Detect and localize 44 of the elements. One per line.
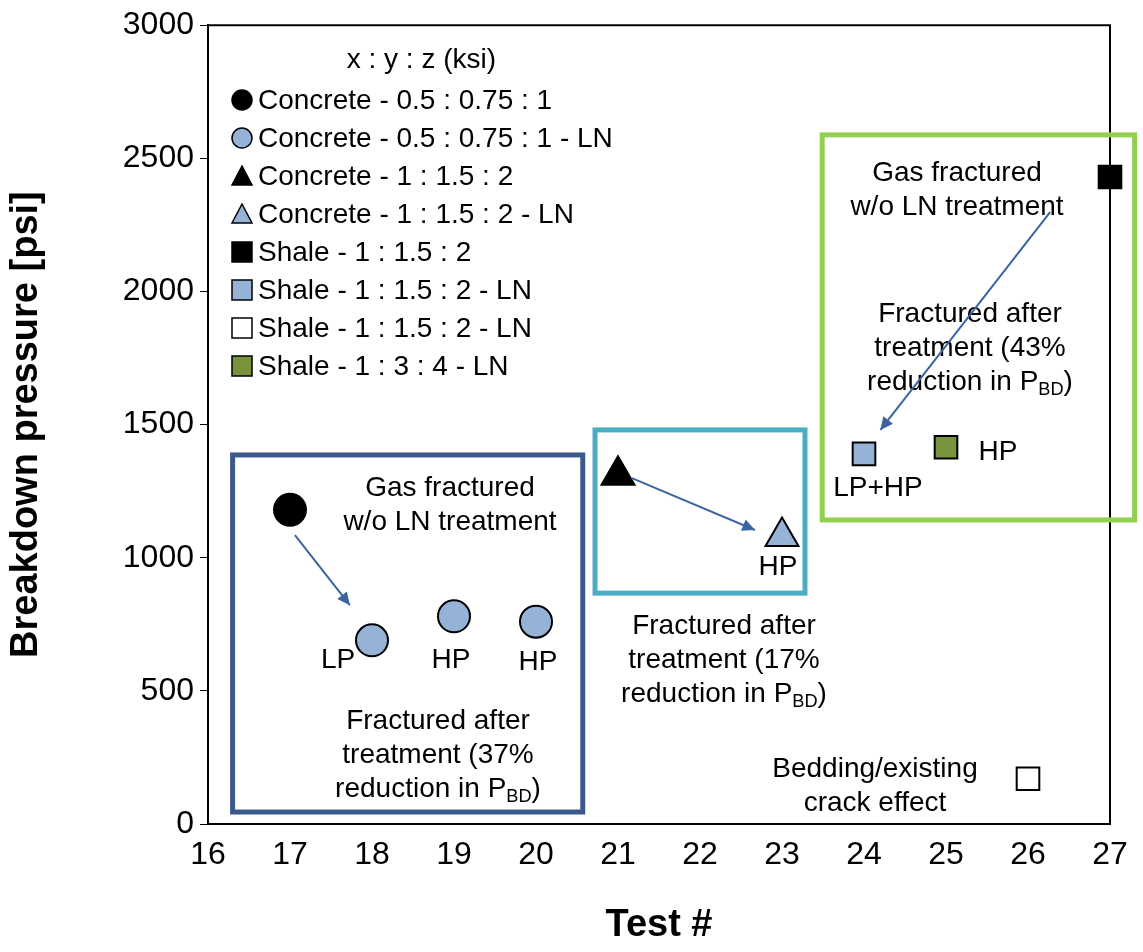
annotation: LP [320, 642, 356, 674]
y-tick-label: 3000 [122, 5, 194, 42]
annotation: HP [518, 645, 558, 677]
legend-label: Shale - 1 : 1.5 : 2 - LN [258, 312, 532, 345]
y-axis-title: Breakdown pressure [psi] [3, 191, 46, 658]
legend-label: Concrete - 0.5 : 0.75 : 1 - LN [258, 122, 613, 155]
point [355, 623, 389, 658]
point [933, 434, 959, 460]
y-tick-label: 500 [140, 670, 194, 707]
legend-label: Shale - 1 : 3 : 4 - LN [258, 350, 509, 383]
point [851, 441, 877, 467]
point [519, 604, 553, 639]
x-tick-label: 27 [1092, 835, 1128, 872]
y-tick-label: 1000 [122, 537, 194, 574]
x-tick-label: 21 [600, 835, 636, 872]
x-tick-label: 18 [354, 835, 390, 872]
legend-label: Shale - 1 : 1.5 : 2 [258, 236, 472, 269]
annotation: Gas fractured w/o LN treatment [342, 470, 557, 536]
legend-label: Shale - 1 : 1.5 : 2 - LN [258, 274, 532, 307]
legend-title: x : y : z (ksi) [345, 43, 498, 76]
point [273, 492, 307, 527]
annotation: HP [431, 643, 471, 675]
annotation: HP [978, 434, 1018, 466]
y-tick-label: 2000 [122, 271, 194, 308]
y-tick-label: 1500 [122, 404, 194, 441]
x-tick-label: 20 [518, 835, 554, 872]
annotation: HP [758, 550, 798, 582]
annotation: Gas fractured w/o LN treatment [849, 155, 1064, 221]
annotation: LP+HP [833, 470, 923, 502]
x-axis-title: Test # [605, 901, 713, 944]
x-tick-label: 19 [436, 835, 472, 872]
point [437, 599, 471, 634]
x-tick-label: 23 [764, 835, 800, 872]
annotation: Bedding/existing crack effect [772, 751, 978, 817]
x-tick-label: 22 [682, 835, 718, 872]
point [1015, 766, 1041, 792]
x-tick-label: 24 [846, 835, 882, 872]
x-tick-label: 25 [928, 835, 964, 872]
legend-label: Concrete - 1 : 1.5 : 2 - LN [258, 198, 574, 231]
x-tick-label: 17 [272, 835, 308, 872]
legend-label: Concrete - 1 : 1.5 : 2 [258, 160, 514, 193]
y-tick-label: 2500 [122, 138, 194, 175]
legend-label: Concrete - 0.5 : 0.75 : 1 [258, 84, 553, 117]
x-tick-label: 26 [1010, 835, 1046, 872]
